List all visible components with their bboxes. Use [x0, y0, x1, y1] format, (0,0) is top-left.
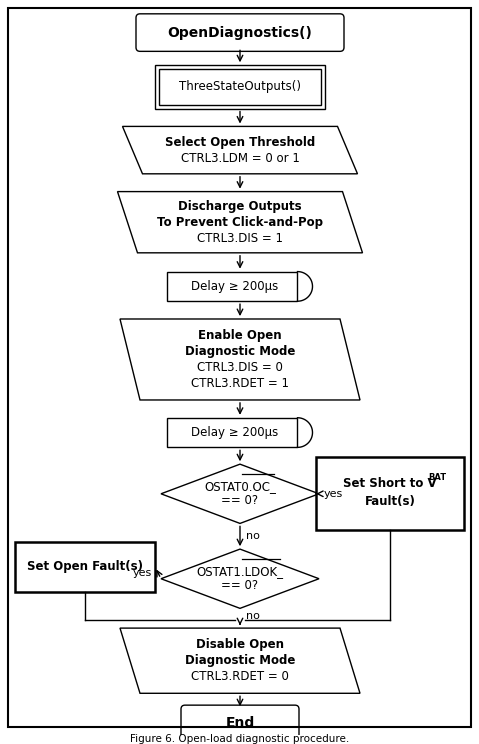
Bar	[155, 65, 325, 109]
Text: yes: yes	[133, 568, 152, 578]
Polygon shape	[117, 192, 363, 253]
Text: CTRL3.RDET = 1: CTRL3.RDET = 1	[191, 376, 289, 390]
Text: Delay ≥ 200μs: Delay ≥ 200μs	[192, 280, 279, 293]
Text: Set Open Fault(s): Set Open Fault(s)	[27, 560, 143, 574]
Bar	[159, 69, 321, 105]
Text: == 0?: == 0?	[221, 494, 259, 507]
Text: End: End	[226, 716, 255, 730]
Text: == 0?: == 0?	[221, 579, 259, 592]
Text: OSTAT1.LDOK_: OSTAT1.LDOK_	[196, 565, 284, 578]
Text: Discharge Outputs: Discharge Outputs	[178, 200, 302, 213]
Polygon shape	[120, 628, 360, 693]
Text: CTRL3.RDET = 0: CTRL3.RDET = 0	[191, 670, 289, 683]
Text: OpenDiagnostics(): OpenDiagnostics()	[168, 25, 312, 39]
Text: no: no	[246, 531, 260, 542]
Text: BAT: BAT	[428, 473, 446, 483]
Text: yes: yes	[323, 489, 343, 498]
Bar	[168, 272, 297, 301]
Polygon shape	[161, 549, 319, 609]
Polygon shape	[161, 464, 319, 524]
Bar	[15, 542, 155, 591]
Text: no: no	[246, 612, 260, 621]
Text: Figure 6. Open-load diagnostic procedure.: Figure 6. Open-load diagnostic procedure…	[130, 734, 350, 744]
Text: CTRL3.DIS = 0: CTRL3.DIS = 0	[197, 361, 283, 374]
Text: ThreeStateOutputs(): ThreeStateOutputs()	[179, 80, 301, 94]
Polygon shape	[120, 319, 360, 400]
Bar	[168, 417, 297, 447]
FancyBboxPatch shape	[136, 14, 344, 51]
Text: Enable Open: Enable Open	[198, 330, 282, 342]
Text: Diagnostic Mode: Diagnostic Mode	[185, 654, 295, 667]
Text: CTRL3.LDM = 0 or 1: CTRL3.LDM = 0 or 1	[181, 152, 299, 164]
Text: CTRL3.DIS = 1: CTRL3.DIS = 1	[197, 231, 283, 245]
Bar	[316, 458, 464, 530]
Text: Delay ≥ 200μs: Delay ≥ 200μs	[192, 426, 279, 439]
Text: Disable Open: Disable Open	[196, 638, 284, 652]
Text: Diagnostic Mode: Diagnostic Mode	[185, 345, 295, 358]
Text: To Prevent Click-and-Pop: To Prevent Click-and-Pop	[157, 216, 323, 228]
Text: Set Short to V: Set Short to V	[343, 478, 437, 490]
Text: Fault(s): Fault(s)	[365, 496, 415, 508]
Text: Select Open Threshold: Select Open Threshold	[165, 135, 315, 149]
Polygon shape	[123, 126, 357, 174]
Text: OSTAT0.OC_: OSTAT0.OC_	[204, 481, 276, 493]
FancyBboxPatch shape	[181, 705, 299, 741]
